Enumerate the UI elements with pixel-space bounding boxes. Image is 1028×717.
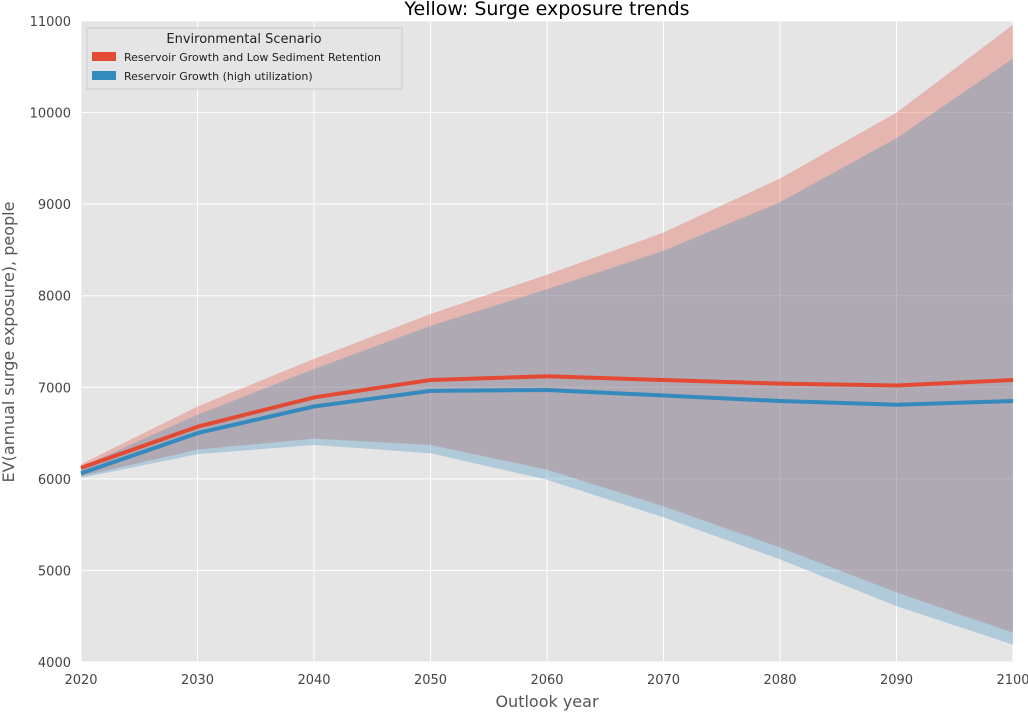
x-tick-label: 2070 xyxy=(647,673,680,688)
legend-title: Environmental Scenario xyxy=(166,32,321,47)
legend-label: Reservoir Growth and Low Sediment Retent… xyxy=(124,51,381,64)
series-1-band xyxy=(81,58,1013,645)
y-tick-label: 10000 xyxy=(30,107,71,122)
grid xyxy=(80,20,1014,663)
legend-swatch xyxy=(92,71,116,80)
x-tick-label: 2090 xyxy=(880,673,913,688)
x-tick-label: 2030 xyxy=(181,673,214,688)
series-lines xyxy=(80,374,1014,476)
legend: Environmental Scenario Reservoir Growth … xyxy=(86,27,403,90)
x-tick-label: 2100 xyxy=(996,673,1028,688)
series-0-line xyxy=(80,374,1014,470)
x-tick-label: 2020 xyxy=(64,673,97,688)
x-tick-labels: 2020 2030 2040 2050 2060 2070 2080 2090 2100 xyxy=(64,673,1028,688)
y-tick-label: 9000 xyxy=(38,198,71,213)
series-1-line xyxy=(80,388,1014,476)
x-tick-label: 2040 xyxy=(297,673,330,688)
x-tick-label: 2080 xyxy=(763,673,796,688)
confidence-bands xyxy=(81,24,1013,645)
y-tick-label: 5000 xyxy=(38,564,71,579)
x-axis-label: Outlook year xyxy=(495,692,599,711)
y-tick-label: 6000 xyxy=(38,473,71,488)
series-0-band xyxy=(81,24,1013,633)
y-tick-labels: 4000 5000 6000 7000 8000 9000 10000 11000 xyxy=(30,15,71,671)
legend-items: Reservoir Growth and Low Sediment Retent… xyxy=(92,51,381,83)
y-tick-label: 4000 xyxy=(38,656,71,671)
y-tick-label: 7000 xyxy=(38,381,71,396)
legend-box xyxy=(86,27,403,90)
legend-label: Reservoir Growth (high utilization) xyxy=(124,70,313,83)
x-tick-label: 2060 xyxy=(530,673,563,688)
y-tick-label: 8000 xyxy=(38,290,71,305)
chart-title: Yellow: Surge exposure trends xyxy=(403,0,689,20)
legend-swatch xyxy=(92,52,116,61)
x-tick-label: 2050 xyxy=(414,673,447,688)
y-tick-label: 11000 xyxy=(30,15,71,30)
y-axis-label: EV(annual surge exposure), people xyxy=(0,202,18,483)
